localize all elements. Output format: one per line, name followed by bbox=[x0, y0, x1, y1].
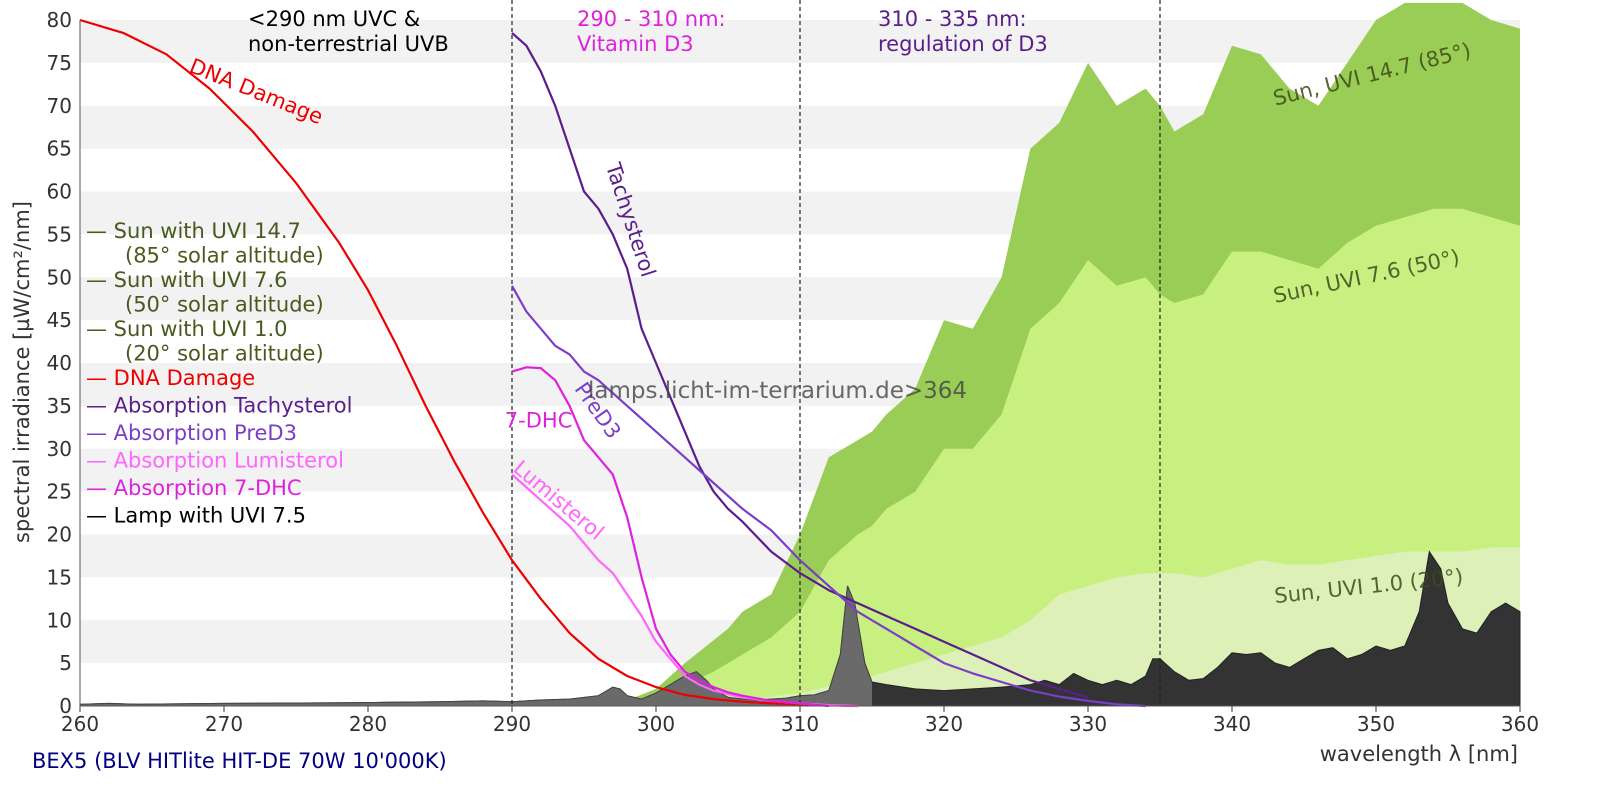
x-tick-label: 330 bbox=[1069, 712, 1107, 736]
x-tick-label: 340 bbox=[1213, 712, 1251, 736]
y-tick-label: 25 bbox=[47, 480, 72, 504]
absorption-tachysterol-line bbox=[511, 32, 1089, 699]
y-tick-label: 65 bbox=[47, 137, 72, 161]
y-tick-label: 40 bbox=[47, 351, 72, 375]
legend-entry-sun-with-uvi-14-7: — Sun with UVI 14.7 bbox=[86, 219, 301, 243]
y-tick-label: 35 bbox=[47, 394, 72, 418]
x-tick-label: 310 bbox=[781, 712, 819, 736]
y-tick-label: 0 bbox=[59, 694, 72, 718]
x-tick-label: 290 bbox=[493, 712, 531, 736]
x-axis-label: wavelength λ [nm] bbox=[1320, 742, 1518, 766]
legend-entry-absorption-7-dhc: — Absorption 7-DHC bbox=[86, 476, 302, 500]
sun-areas bbox=[79, 2, 1521, 707]
y-tick-label: 75 bbox=[47, 51, 72, 75]
absorption-7-dhc-line bbox=[511, 366, 829, 708]
legend: — Sun with UVI 14.7(85° solar altitude)—… bbox=[86, 219, 352, 528]
y-axis-label: spectral irradiance [µW/cm²/nm] bbox=[10, 201, 34, 543]
region-label-335: 310 - 335 nm: bbox=[878, 7, 1027, 31]
lamp-name-footer: BEX5 (BLV HITlite HIT-DE 70W 10'000K) bbox=[32, 749, 447, 773]
y-tick-label: 5 bbox=[59, 651, 72, 675]
absorption-pred3-line bbox=[511, 285, 1146, 708]
x-tick-label: 360 bbox=[1501, 712, 1539, 736]
legend-entry-dna-damage: — DNA Damage bbox=[86, 366, 255, 390]
watermark: lamps.licht-im-terrarium.de>364 bbox=[588, 378, 967, 404]
absorption-7-dhc-label: 7-DHC bbox=[505, 408, 573, 432]
x-tick-label: 320 bbox=[925, 712, 963, 736]
region-label-290: non-terrestrial UVB bbox=[248, 32, 449, 56]
grid-band bbox=[80, 20, 1520, 63]
x-tick-label: 260 bbox=[61, 712, 99, 736]
region-label-335: regulation of D3 bbox=[878, 32, 1048, 56]
x-tick-label: 300 bbox=[637, 712, 675, 736]
y-tick-label: 15 bbox=[47, 565, 72, 589]
absorption-lines bbox=[79, 18, 1146, 708]
y-tick-label: 70 bbox=[47, 94, 72, 118]
y-tick-label: 80 bbox=[47, 8, 72, 32]
legend-entry-sun-with-uvi-7-6: — Sun with UVI 7.6 bbox=[86, 268, 288, 292]
legend-entry-absorption-lumisterol: — Absorption Lumisterol bbox=[86, 449, 344, 473]
y-tick-label: 50 bbox=[47, 265, 72, 289]
y-tick-label: 30 bbox=[47, 437, 72, 461]
region-label-290: <290 nm UVC & bbox=[248, 7, 420, 31]
legend-entry-sun-with-uvi-7-6: (50° solar altitude) bbox=[125, 293, 324, 317]
legend-entry-sun-with-uvi-1-0: — Sun with UVI 1.0 bbox=[86, 317, 288, 341]
y-tick-label: 60 bbox=[47, 180, 72, 204]
legend-entry-absorption-pred3: — Absorption PreD3 bbox=[86, 421, 297, 445]
dna-damage-line bbox=[79, 18, 858, 708]
x-tick-label: 280 bbox=[349, 712, 387, 736]
y-tick-label: 55 bbox=[47, 222, 72, 246]
legend-entry-sun-with-uvi-1-0: (20° solar altitude) bbox=[125, 342, 324, 366]
legend-entry-sun-with-uvi-14-7: (85° solar altitude) bbox=[125, 244, 324, 268]
region-dividers bbox=[511, 0, 1161, 706]
y-tick-label: 45 bbox=[47, 308, 72, 332]
x-tick-label: 350 bbox=[1357, 712, 1395, 736]
region-label-310: Vitamin D3 bbox=[577, 32, 694, 56]
legend-entry-absorption-tachysterol: — Absorption Tachysterol bbox=[86, 394, 352, 418]
lamp-uvb-area bbox=[80, 585, 872, 706]
axes: 260 270 280 290 300 310 320 330 340 350 360 0 5 10 15 2… bbox=[47, 8, 1540, 736]
y-tick-label: 20 bbox=[47, 523, 72, 547]
region-label-310: 290 - 310 nm: bbox=[577, 7, 726, 31]
legend-entry-lamp-with-uvi-7-5: — Lamp with UVI 7.5 bbox=[86, 504, 306, 528]
y-tick-label: 10 bbox=[47, 608, 72, 632]
x-tick-label: 270 bbox=[205, 712, 243, 736]
